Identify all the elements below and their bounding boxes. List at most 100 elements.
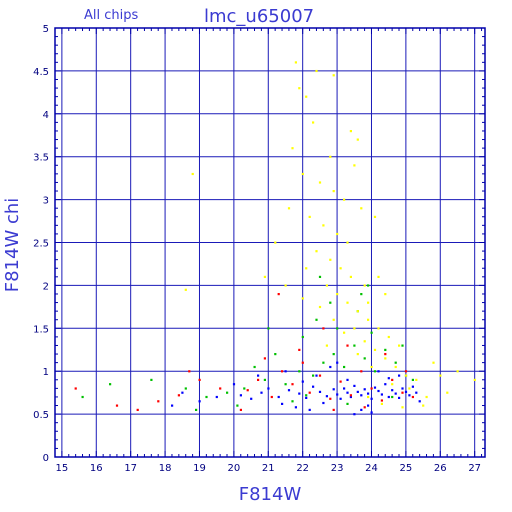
data-point: [281, 402, 284, 405]
data-point: [329, 365, 332, 369]
data-point: [312, 385, 315, 388]
data-point: [308, 215, 311, 218]
data-point: [380, 402, 383, 405]
data-point: [391, 383, 394, 386]
data-point: [267, 387, 270, 390]
data-point: [380, 399, 383, 402]
data-point: [349, 395, 352, 399]
y-tick-label: 1.5: [33, 324, 49, 335]
data-point: [301, 380, 304, 383]
data-point: [301, 172, 304, 176]
data-point: [387, 377, 390, 380]
data-point: [239, 408, 242, 411]
data-point: [291, 400, 294, 403]
data-point: [411, 395, 414, 399]
data-point: [360, 293, 363, 296]
data-point: [267, 327, 270, 330]
data-point: [198, 378, 201, 381]
data-point: [263, 357, 266, 360]
data-point: [353, 384, 356, 387]
data-point: [384, 293, 387, 296]
data-point: [298, 87, 301, 90]
x-tick-label: 21: [262, 463, 275, 474]
data-point: [253, 365, 256, 369]
data-point: [215, 395, 218, 399]
data-point: [387, 395, 390, 399]
y-tick-label: 2.5: [33, 239, 49, 250]
data-point: [353, 164, 356, 167]
y-tick-label: 4: [43, 110, 49, 121]
x-tick-label: 23: [331, 463, 344, 474]
data-point: [367, 404, 370, 407]
data-point: [184, 387, 187, 390]
data-point: [370, 387, 373, 390]
data-point: [232, 383, 236, 386]
data-point: [363, 340, 366, 343]
data-point: [363, 284, 366, 287]
data-point: [349, 275, 352, 278]
data-point: [188, 370, 191, 373]
data-point: [456, 370, 459, 373]
data-point: [370, 397, 373, 400]
data-point: [263, 378, 266, 381]
data-point: [404, 390, 408, 393]
axis-ticks: [55, 27, 485, 458]
data-point: [318, 374, 322, 377]
data-point: [301, 335, 304, 339]
data-point: [391, 389, 394, 392]
data-point: [394, 392, 397, 395]
data-point: [425, 395, 428, 399]
x-tick-label: 17: [124, 463, 137, 474]
data-point: [236, 404, 239, 407]
data-point: [284, 383, 287, 386]
data-point: [294, 406, 297, 409]
data-point: [305, 394, 308, 397]
data-point: [473, 378, 476, 381]
data-point: [287, 389, 291, 392]
data-points: [74, 61, 476, 416]
data-point: [356, 310, 359, 313]
data-point: [401, 391, 404, 394]
y-tick-label: 5: [43, 24, 49, 35]
data-point: [422, 404, 425, 407]
data-point: [301, 361, 304, 364]
data-point: [384, 348, 387, 351]
data-point: [322, 224, 325, 227]
y-tick-label: 1: [43, 367, 49, 378]
data-point: [322, 401, 325, 405]
data-point: [432, 361, 435, 364]
data-point: [312, 121, 315, 124]
data-point: [391, 378, 394, 381]
data-point: [298, 392, 301, 395]
data-point: [298, 348, 301, 351]
data-point: [367, 392, 370, 395]
data-point: [343, 331, 346, 334]
y-tick-label: 3: [43, 196, 49, 207]
y-tick-label: 4.5: [33, 67, 49, 78]
data-point: [346, 301, 349, 304]
data-point: [367, 301, 370, 304]
data-point: [404, 374, 408, 377]
y-tick-label: 0: [43, 453, 49, 464]
data-point: [315, 69, 318, 73]
x-tick-label: 24: [365, 463, 378, 474]
x-tick-label: 22: [296, 463, 309, 474]
data-point: [336, 361, 339, 364]
data-point: [329, 258, 332, 261]
data-point: [318, 390, 322, 393]
data-point: [115, 404, 119, 407]
data-point: [346, 344, 349, 347]
x-tick-label: 27: [468, 463, 481, 474]
data-point: [336, 232, 339, 236]
data-point: [325, 395, 328, 398]
data-point: [277, 293, 280, 296]
data-point: [373, 348, 377, 351]
data-point: [411, 378, 414, 381]
data-point: [370, 365, 373, 369]
x-tick-label: 18: [159, 463, 172, 474]
data-point: [332, 388, 335, 391]
x-tick-label: 26: [434, 463, 447, 474]
data-point: [246, 389, 249, 392]
data-point: [339, 397, 342, 400]
